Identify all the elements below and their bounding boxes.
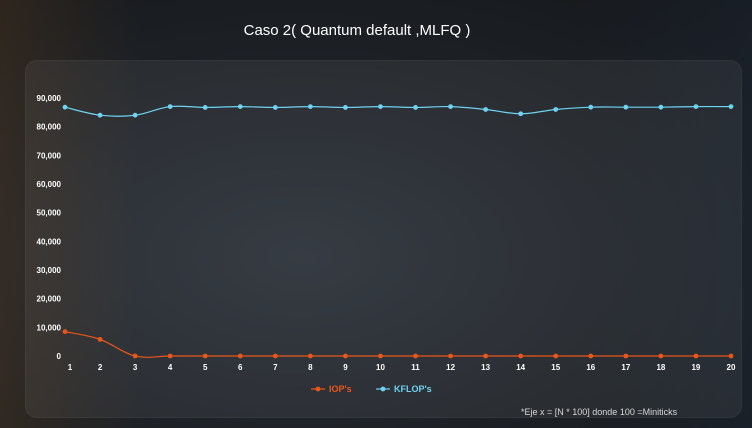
legend-marker bbox=[380, 386, 386, 392]
chart-title: Caso 2( Quantum default ,MLFQ ) bbox=[243, 22, 471, 39]
data-point bbox=[413, 353, 418, 359]
x-tick-label: 1 bbox=[68, 363, 73, 372]
data-point bbox=[202, 105, 208, 110]
legend-marker bbox=[315, 386, 321, 392]
data-point bbox=[378, 353, 383, 359]
x-tick-label: 19 bbox=[691, 363, 700, 372]
y-tick-label: 10,000 bbox=[37, 323, 62, 332]
x-tick-label: 12 bbox=[446, 363, 455, 372]
data-point bbox=[553, 353, 559, 359]
x-tick-label: 15 bbox=[551, 363, 560, 372]
x-tick-label: 7 bbox=[273, 363, 278, 372]
x-tick-label: 11 bbox=[411, 363, 420, 372]
background-glow-left bbox=[0, 0, 140, 428]
x-tick-label: 4 bbox=[168, 363, 173, 372]
data-point bbox=[237, 104, 243, 109]
data-point bbox=[483, 107, 489, 112]
data-point bbox=[623, 353, 629, 359]
x-tick-label: 16 bbox=[586, 363, 595, 372]
series-line-kflops bbox=[64, 105, 732, 117]
y-tick-label: 60,000 bbox=[37, 180, 62, 189]
x-tick-label: 5 bbox=[203, 363, 208, 372]
data-point bbox=[132, 112, 138, 118]
data-point bbox=[97, 112, 103, 118]
x-tick-label: 17 bbox=[621, 363, 630, 372]
data-point bbox=[307, 353, 313, 359]
legend-label: KFLOP's bbox=[394, 384, 432, 394]
data-point bbox=[623, 104, 629, 110]
data-point bbox=[62, 329, 68, 335]
y-tick-label: 40,000 bbox=[37, 237, 62, 246]
data-point bbox=[132, 353, 138, 359]
data-point bbox=[588, 353, 594, 359]
y-tick-label: 90,000 bbox=[37, 94, 62, 103]
x-tick-label: 6 bbox=[238, 363, 243, 372]
data-point bbox=[97, 336, 103, 342]
data-point bbox=[167, 104, 173, 109]
data-point bbox=[413, 105, 418, 110]
chart-footnote: *Eje x = [N * 100] donde 100 =Miniticks bbox=[521, 407, 678, 417]
data-point bbox=[693, 353, 699, 359]
data-point bbox=[728, 104, 734, 109]
x-tick-label: 2 bbox=[98, 363, 103, 372]
data-point bbox=[518, 111, 524, 117]
data-point bbox=[553, 107, 559, 112]
series-line-iops bbox=[64, 331, 731, 358]
data-point bbox=[272, 353, 278, 359]
x-tick-label: 18 bbox=[656, 363, 665, 372]
x-tick-label: 9 bbox=[343, 363, 348, 372]
chart-panel bbox=[25, 60, 742, 418]
data-point bbox=[343, 353, 348, 359]
y-tick-label: 80,000 bbox=[37, 123, 62, 132]
x-tick-label: 10 bbox=[376, 363, 385, 372]
x-tick-label: 3 bbox=[133, 363, 138, 372]
y-tick-label: 50,000 bbox=[37, 209, 62, 218]
data-point bbox=[658, 353, 664, 359]
y-tick-label: 20,000 bbox=[37, 295, 62, 304]
data-point bbox=[588, 104, 594, 110]
data-point bbox=[343, 105, 348, 110]
y-tick-label: 30,000 bbox=[37, 266, 62, 275]
x-tick-label: 14 bbox=[516, 363, 525, 372]
x-tick-label: 20 bbox=[727, 363, 736, 372]
y-tick-label: 70,000 bbox=[37, 151, 62, 160]
data-point bbox=[518, 353, 524, 359]
data-point bbox=[658, 104, 664, 110]
data-point bbox=[378, 104, 383, 109]
data-point bbox=[483, 353, 489, 359]
data-point bbox=[693, 104, 699, 109]
data-point bbox=[272, 105, 278, 110]
data-point bbox=[237, 353, 243, 359]
x-tick-label: 13 bbox=[481, 363, 490, 372]
y-tick-label: 0 bbox=[57, 352, 62, 361]
x-tick-label: 8 bbox=[308, 363, 313, 372]
legend-label: IOP's bbox=[329, 384, 352, 394]
data-point bbox=[448, 353, 453, 359]
data-point bbox=[62, 104, 68, 110]
data-point bbox=[448, 104, 453, 109]
data-point bbox=[728, 353, 734, 359]
data-point bbox=[202, 353, 208, 359]
data-point bbox=[307, 104, 313, 109]
data-point bbox=[167, 353, 173, 359]
